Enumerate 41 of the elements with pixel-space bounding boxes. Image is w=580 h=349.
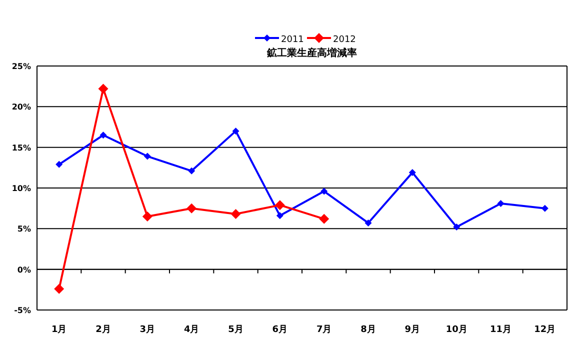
x-tick-label: 9月 — [404, 324, 420, 335]
x-tick-label: 3月 — [140, 324, 156, 335]
point — [319, 214, 330, 224]
point — [232, 128, 240, 135]
x-tick-label: 12月 — [534, 324, 556, 335]
point — [230, 209, 241, 220]
point — [54, 284, 64, 294]
y-tick-label: 15% — [12, 143, 31, 152]
point — [497, 200, 504, 207]
y-tick-label: -5% — [14, 306, 31, 315]
x-tick-label: 10月 — [446, 324, 468, 335]
point — [56, 160, 63, 168]
point — [100, 132, 107, 139]
point — [186, 203, 197, 214]
point — [364, 219, 372, 226]
y-tick-label: 25% — [12, 62, 31, 71]
x-tick-label: 5月 — [228, 324, 244, 335]
point — [274, 200, 285, 210]
point — [98, 84, 108, 94]
x-tick-label: 11月 — [490, 324, 512, 335]
point — [541, 204, 548, 212]
y-tick-label: 10% — [12, 184, 31, 193]
y-tick-label: 20% — [12, 102, 31, 112]
point — [453, 224, 460, 231]
x-tick-label: 2月 — [96, 324, 111, 335]
y-tick-label: 0% — [17, 265, 31, 274]
chart-title: 鉱工業生産高増減率 — [266, 47, 357, 59]
point — [142, 211, 152, 222]
legend-label: 2011 — [281, 35, 304, 45]
x-tick-label: 6月 — [272, 324, 288, 335]
y-tick-label: 5% — [17, 224, 31, 234]
x-tick-label: 4月 — [184, 324, 200, 335]
point — [408, 169, 416, 176]
point — [188, 167, 196, 174]
x-tick-label: 8月 — [360, 324, 376, 335]
x-tick-label: 1月 — [51, 324, 67, 335]
x-tick-label: 7月 — [316, 324, 332, 335]
point — [276, 212, 284, 220]
legend-label: 2012 — [333, 35, 356, 45]
point — [144, 152, 151, 160]
point — [320, 188, 328, 195]
